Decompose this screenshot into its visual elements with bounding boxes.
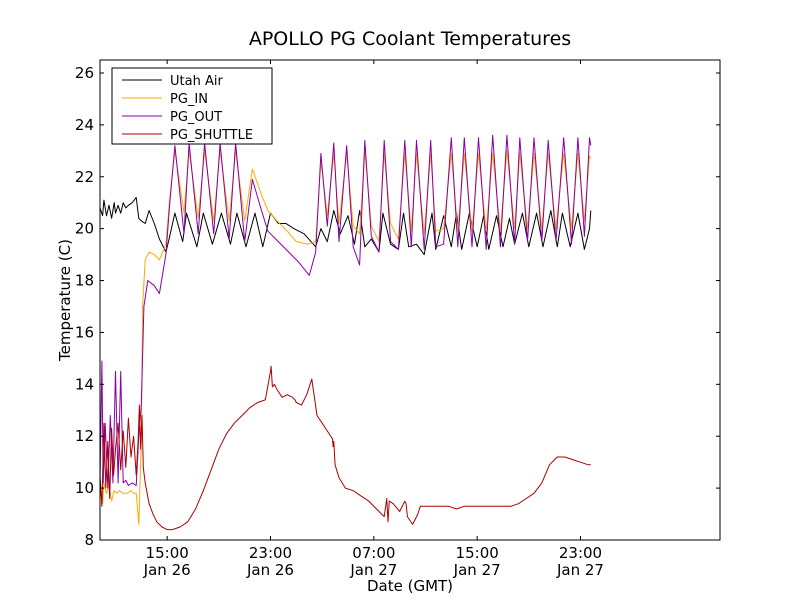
y-tick-label: 10: [75, 479, 94, 497]
legend-box: [111, 67, 273, 145]
y-tick-label: 16: [75, 323, 94, 341]
x-tick-date-label: Jan 26: [246, 561, 294, 579]
x-tick-date-label: Jan 26: [143, 561, 191, 579]
x-tick-label: 15:00: [456, 544, 499, 562]
series-line-utah-air: [100, 197, 592, 256]
legend-label: PG_IN: [170, 92, 208, 107]
y-tick-label: 12: [75, 427, 94, 445]
y-axis-label: Temperature (C): [56, 239, 74, 362]
legend-label: Utah Air: [170, 74, 223, 89]
x-axis-label: Date (GMT): [367, 577, 453, 595]
y-tick-label: 26: [75, 64, 94, 82]
x-tick-date-label: Jan 27: [556, 561, 604, 579]
y-tick-label: 14: [75, 375, 94, 393]
series-line-pg-shuttle: [100, 365, 591, 531]
y-tick-label: 24: [75, 116, 94, 134]
x-tick-label: 07:00: [352, 544, 395, 562]
series-line-pg-out: [100, 134, 592, 489]
x-tick-date-label: Jan 27: [349, 561, 397, 579]
x-tick-label: 15:00: [146, 544, 189, 562]
y-tick-label: 20: [75, 220, 94, 238]
y-axis: 8 10 12 14 16 18 20 22 24 26: [75, 64, 720, 549]
y-tick-label: 8: [84, 531, 94, 549]
legend: Utah Air PG_IN PG_OUT PG_SHUTTLE: [111, 67, 273, 145]
plot-frame: [99, 59, 721, 541]
legend-label: PG_SHUTTLE: [170, 128, 253, 143]
legend-label: PG_OUT: [170, 110, 222, 125]
series-layer: [100, 134, 592, 531]
x-tick-label: 23:00: [559, 544, 602, 562]
y-tick-label: 22: [75, 168, 94, 186]
x-tick-label: 23:00: [249, 544, 292, 562]
x-tick-date-label: Jan 27: [453, 561, 501, 579]
chart-title: APOLLO PG Coolant Temperatures: [249, 28, 571, 50]
y-tick-label: 18: [75, 272, 94, 290]
